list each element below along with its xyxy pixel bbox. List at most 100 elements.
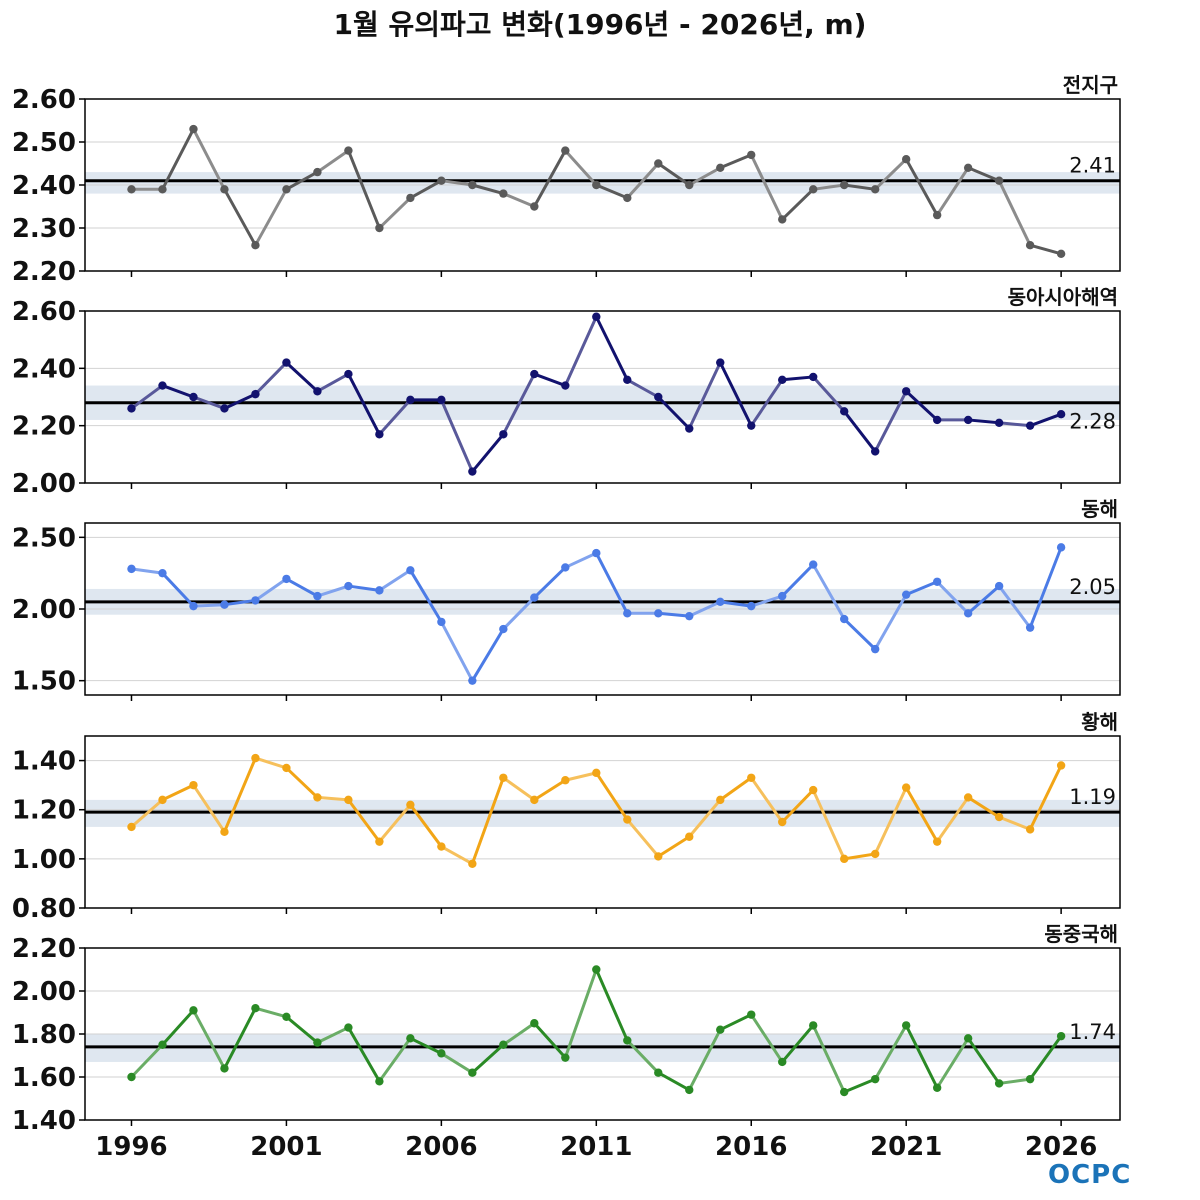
x-tick-label: 2001 [250,1132,322,1162]
data-point-2018 [809,560,818,569]
panel-title: 전지구 [1063,73,1118,97]
series-segment [377,1036,412,1083]
series-segment [718,361,753,428]
series-segment [253,577,288,602]
mean-label: 2.05 [1069,575,1116,599]
series-segment [346,1026,381,1083]
y-tick-label: 2.00 [12,595,76,625]
panel-frame [84,310,1121,484]
panel-frame [84,522,1121,696]
data-point-1998 [189,601,198,611]
data-point-2017 [778,817,787,827]
data-point-2009 [530,1019,539,1028]
data-point-2024 [994,418,1004,427]
data-point-2007 [468,180,477,190]
data-point-2013 [654,392,663,402]
data-point-2007 [468,467,477,476]
data-point-2001 [282,358,291,367]
series-segment [284,361,319,393]
series-segment [284,577,319,598]
series-segment [191,127,226,191]
data-point-2015 [716,358,725,367]
data-point-2023 [963,415,973,425]
y-tick-label: 0.80 [12,894,76,924]
series-segment [687,600,722,618]
data-point-2017 [778,215,787,224]
data-point-2018 [809,1021,818,1030]
series-segment [997,1077,1032,1085]
series-segment [284,170,319,191]
data-point-1998 [189,1006,198,1015]
series-segment [377,196,412,230]
data-point-2014 [685,180,694,190]
series-segment [563,968,598,1060]
y-tick-label: 2.40 [12,354,76,384]
x-axis: 1996 2001 2006 2011 2016 2021 2026 [95,1132,1097,1162]
series-segment [873,1023,908,1081]
series-segment [656,162,691,187]
data-point-2008 [499,624,508,634]
data-point-2026 [1056,543,1066,552]
y-tick-label: 2.20 [12,257,76,287]
data-point-2012 [623,1036,632,1045]
data-point-2009 [530,202,539,211]
series-segment [780,375,815,382]
data-point-2003 [344,581,353,591]
series-segment [470,1043,505,1075]
panel-title: 동아시아해역 [1008,285,1118,309]
data-point-2006 [437,842,446,851]
data-point-2003 [344,795,353,805]
data-point-2022 [932,415,942,425]
data-point-2023 [963,609,973,618]
x-tick-label: 2006 [405,1132,477,1162]
data-point-2021 [901,783,911,792]
data-point-2002 [313,793,322,802]
series-segment [594,315,629,382]
data-point-2025 [1025,623,1035,632]
series-segment [222,392,257,410]
data-point-2006 [437,395,446,405]
data-point-2008 [499,189,508,198]
series-segment [997,815,1032,831]
series-segment [966,166,1001,183]
series-segment [501,776,536,802]
series-segment [687,798,722,839]
y-tick-label: 1.80 [12,1020,76,1050]
data-point-2019 [840,614,849,624]
panel-2: 2.00 2.20 2.40 2.60 2.28 동아시아해역 [12,285,1121,499]
panel-frame [84,735,1121,909]
data-point-2014 [685,1085,694,1095]
data-point-2020 [870,447,880,456]
series-segment [501,372,536,436]
data-point-2020 [870,185,880,194]
data-point-2015 [716,795,725,805]
series-segment [780,563,815,598]
chart-title: 1월 유의파고 변화(1996년 - 2026년, m) [334,8,867,41]
data-point-2017 [778,375,787,384]
data-point-2014 [685,424,694,433]
data-point-1997 [158,381,167,390]
series-segment [904,580,939,597]
data-point-2016 [747,1010,756,1019]
data-point-2001 [282,763,291,773]
series-segment [532,372,567,388]
series-segment [811,375,846,413]
data-point-2005 [406,566,415,575]
series-segment [253,187,288,247]
data-point-2026 [1056,249,1066,258]
series-segment [656,395,691,431]
data-point-1998 [189,392,198,402]
y-tick-label: 2.60 [12,85,76,115]
data-point-2019 [840,854,849,864]
y-tick-label: 2.20 [12,934,76,964]
data-point-2006 [437,1049,446,1058]
series-segment [625,1038,660,1075]
data-point-1996 [127,185,136,194]
data-point-2024 [994,1079,1004,1088]
data-point-2012 [623,193,632,203]
series-segment [160,1008,195,1047]
series-segment [160,127,195,191]
series-segment [439,845,474,866]
data-point-2004 [375,430,384,439]
